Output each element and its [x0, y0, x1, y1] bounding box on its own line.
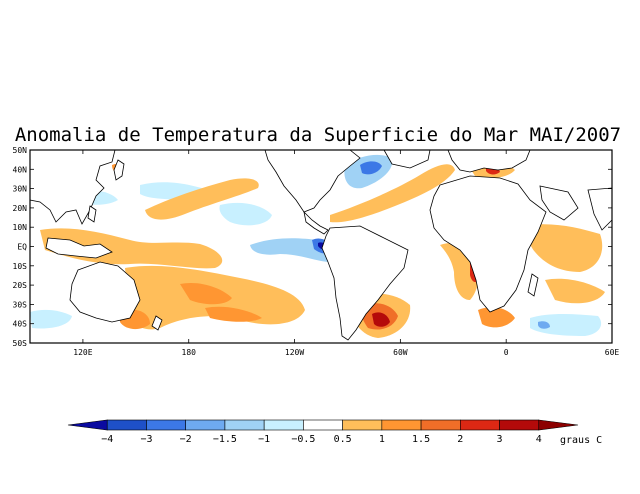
- colorbar-tick-label: 3: [497, 434, 503, 445]
- cold-anomaly-southern-ocean-patch: [538, 321, 550, 329]
- colorbar-tick-label: 1.5: [412, 434, 430, 445]
- colorbar-tick-label: −4: [101, 434, 113, 445]
- colorbar-swatch: [185, 419, 226, 431]
- cold-anomaly-equatorial-east-pacific: [250, 238, 333, 262]
- longitude-axis: 120E 180 120W 60W 0 60E: [73, 150, 619, 357]
- lon-label: 120W: [285, 348, 304, 357]
- colorbar-swatch-high-end: [538, 419, 579, 431]
- cold-anomaly-south-west-pacific: [30, 309, 72, 329]
- warm-anomaly-brazil-malvinas-core: [372, 312, 390, 327]
- colorbar-swatch: [460, 419, 500, 431]
- lat-label: 50N: [13, 146, 28, 155]
- warm-anomaly-south-indian: [545, 278, 605, 304]
- colorbar: −4 −3 −2 −1.5 −1 −0.5 0.5 1 1.5 2 3 4: [67, 419, 579, 445]
- south-america-landmass: [321, 225, 409, 341]
- colorbar-tick-label: −1: [258, 434, 270, 445]
- colorbar-swatch: [224, 419, 265, 431]
- lon-label: 180: [182, 348, 197, 357]
- lat-label: 30S: [13, 300, 28, 309]
- colorbar-swatch: [342, 419, 383, 431]
- indonesia-islands: [45, 237, 113, 259]
- lat-label: 50S: [13, 339, 28, 348]
- lat-label: 40N: [13, 165, 28, 174]
- colorbar-tick-label: 0.5: [334, 434, 352, 445]
- lon-label: 60W: [393, 348, 408, 357]
- colorbar-swatch-low-end: [67, 419, 108, 431]
- colorbar-tick-label: −1.5: [213, 434, 237, 445]
- warm-anomaly-layer: [40, 162, 605, 338]
- cold-anomaly-southern-indian: [530, 314, 602, 336]
- colorbar-tick-label: −3: [140, 434, 152, 445]
- colorbar-tick-label: 4: [536, 434, 542, 445]
- cold-anomaly-north-atlantic-core: [360, 161, 382, 175]
- colorbar-swatch: [303, 419, 343, 431]
- new-zealand-island: [151, 315, 163, 331]
- lat-label: 10S: [13, 262, 28, 271]
- colorbar-swatch: [499, 419, 540, 431]
- colorbar-swatch: [263, 419, 304, 431]
- lat-label: 20N: [13, 204, 28, 213]
- arabia-landmass: [539, 185, 579, 221]
- lon-label: 0: [504, 348, 509, 357]
- japan-island: [113, 159, 125, 181]
- warm-anomaly-north-atlantic-band: [330, 164, 455, 223]
- lon-label: 120E: [73, 348, 92, 357]
- philippines-island: [87, 205, 97, 223]
- australia-landmass: [69, 261, 141, 323]
- warm-anomaly-west-pacific-band: [40, 228, 223, 269]
- asia-landmass: [29, 149, 116, 225]
- africa-landmass: [429, 175, 547, 313]
- colorbar-tick-label: 2: [457, 434, 463, 445]
- latitude-axis: 50N 40N 30N 20N 10N EQ 10S 20S 30S 40S 50S: [13, 146, 612, 348]
- colorbar-swatch: [146, 419, 186, 431]
- madagascar-island: [527, 273, 539, 297]
- lat-label: 30N: [13, 185, 28, 194]
- colorbar-swatch: [106, 419, 147, 431]
- land-layer: [29, 149, 613, 341]
- colorbar-tick-label: −2: [180, 434, 192, 445]
- colorbar-swatch: [381, 419, 422, 431]
- cold-anomaly-central-pacific: [219, 202, 272, 226]
- warm-anomaly-south-pacific-core: [180, 282, 232, 305]
- colorbar-unit-label: graus C: [560, 435, 602, 446]
- colorbar-tick-label: 1: [379, 434, 385, 445]
- warm-anomaly-indian-ocean: [527, 224, 603, 272]
- lon-label: 60E: [605, 348, 620, 357]
- lat-label: 10N: [13, 223, 28, 232]
- colorbar-tick-label: −0.5: [291, 434, 315, 445]
- lat-label: EQ: [17, 243, 27, 252]
- central-america-isthmus: [303, 210, 329, 235]
- lat-label: 40S: [13, 320, 28, 329]
- lat-label: 20S: [13, 281, 28, 290]
- warm-anomaly-north-pacific-band: [145, 178, 259, 220]
- map-title: Anomalia de Temperatura da Superficie do…: [15, 124, 621, 146]
- warm-anomaly-south-pacific-core-2: [205, 306, 262, 322]
- colorbar-swatch: [420, 419, 461, 431]
- north-america-landmass: [264, 149, 361, 213]
- warm-anomaly-agulhas: [478, 307, 515, 328]
- europe-landmass: [447, 149, 531, 173]
